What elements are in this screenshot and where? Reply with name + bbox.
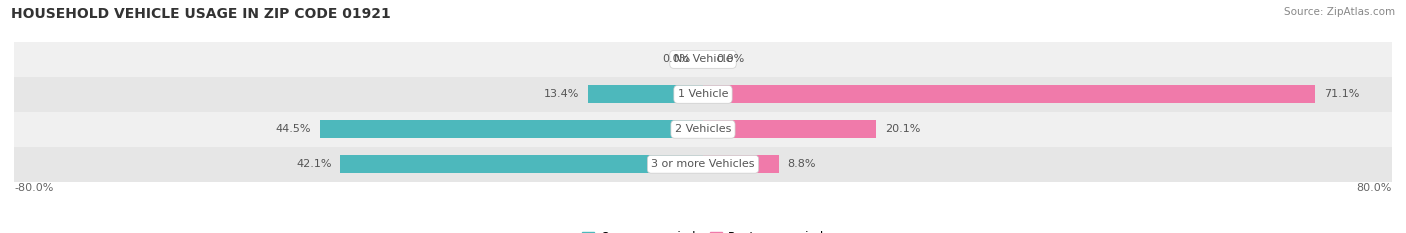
Bar [588, 85, 703, 103]
Text: Source: ZipAtlas.com: Source: ZipAtlas.com [1284, 7, 1395, 17]
Text: 13.4%: 13.4% [544, 89, 579, 99]
Bar [703, 85, 1315, 103]
Text: 20.1%: 20.1% [884, 124, 920, 134]
Text: 71.1%: 71.1% [1324, 89, 1360, 99]
Text: 0.0%: 0.0% [662, 55, 690, 64]
Bar [703, 120, 876, 138]
Bar [319, 120, 703, 138]
Text: 1 Vehicle: 1 Vehicle [678, 89, 728, 99]
Bar [703, 155, 779, 173]
Text: HOUSEHOLD VEHICLE USAGE IN ZIP CODE 01921: HOUSEHOLD VEHICLE USAGE IN ZIP CODE 0192… [11, 7, 391, 21]
Bar [14, 77, 1392, 112]
Text: 2 Vehicles: 2 Vehicles [675, 124, 731, 134]
Text: 3 or more Vehicles: 3 or more Vehicles [651, 159, 755, 169]
Bar [340, 155, 703, 173]
Text: 8.8%: 8.8% [787, 159, 815, 169]
Text: 44.5%: 44.5% [276, 124, 311, 134]
Text: 80.0%: 80.0% [1357, 184, 1392, 193]
Bar [14, 42, 1392, 77]
Bar [14, 147, 1392, 182]
Text: -80.0%: -80.0% [14, 184, 53, 193]
Text: 42.1%: 42.1% [297, 159, 332, 169]
Legend: Owner-occupied, Renter-occupied: Owner-occupied, Renter-occupied [578, 226, 828, 233]
Text: No Vehicle: No Vehicle [673, 55, 733, 64]
Bar [14, 112, 1392, 147]
Text: 0.0%: 0.0% [716, 55, 744, 64]
